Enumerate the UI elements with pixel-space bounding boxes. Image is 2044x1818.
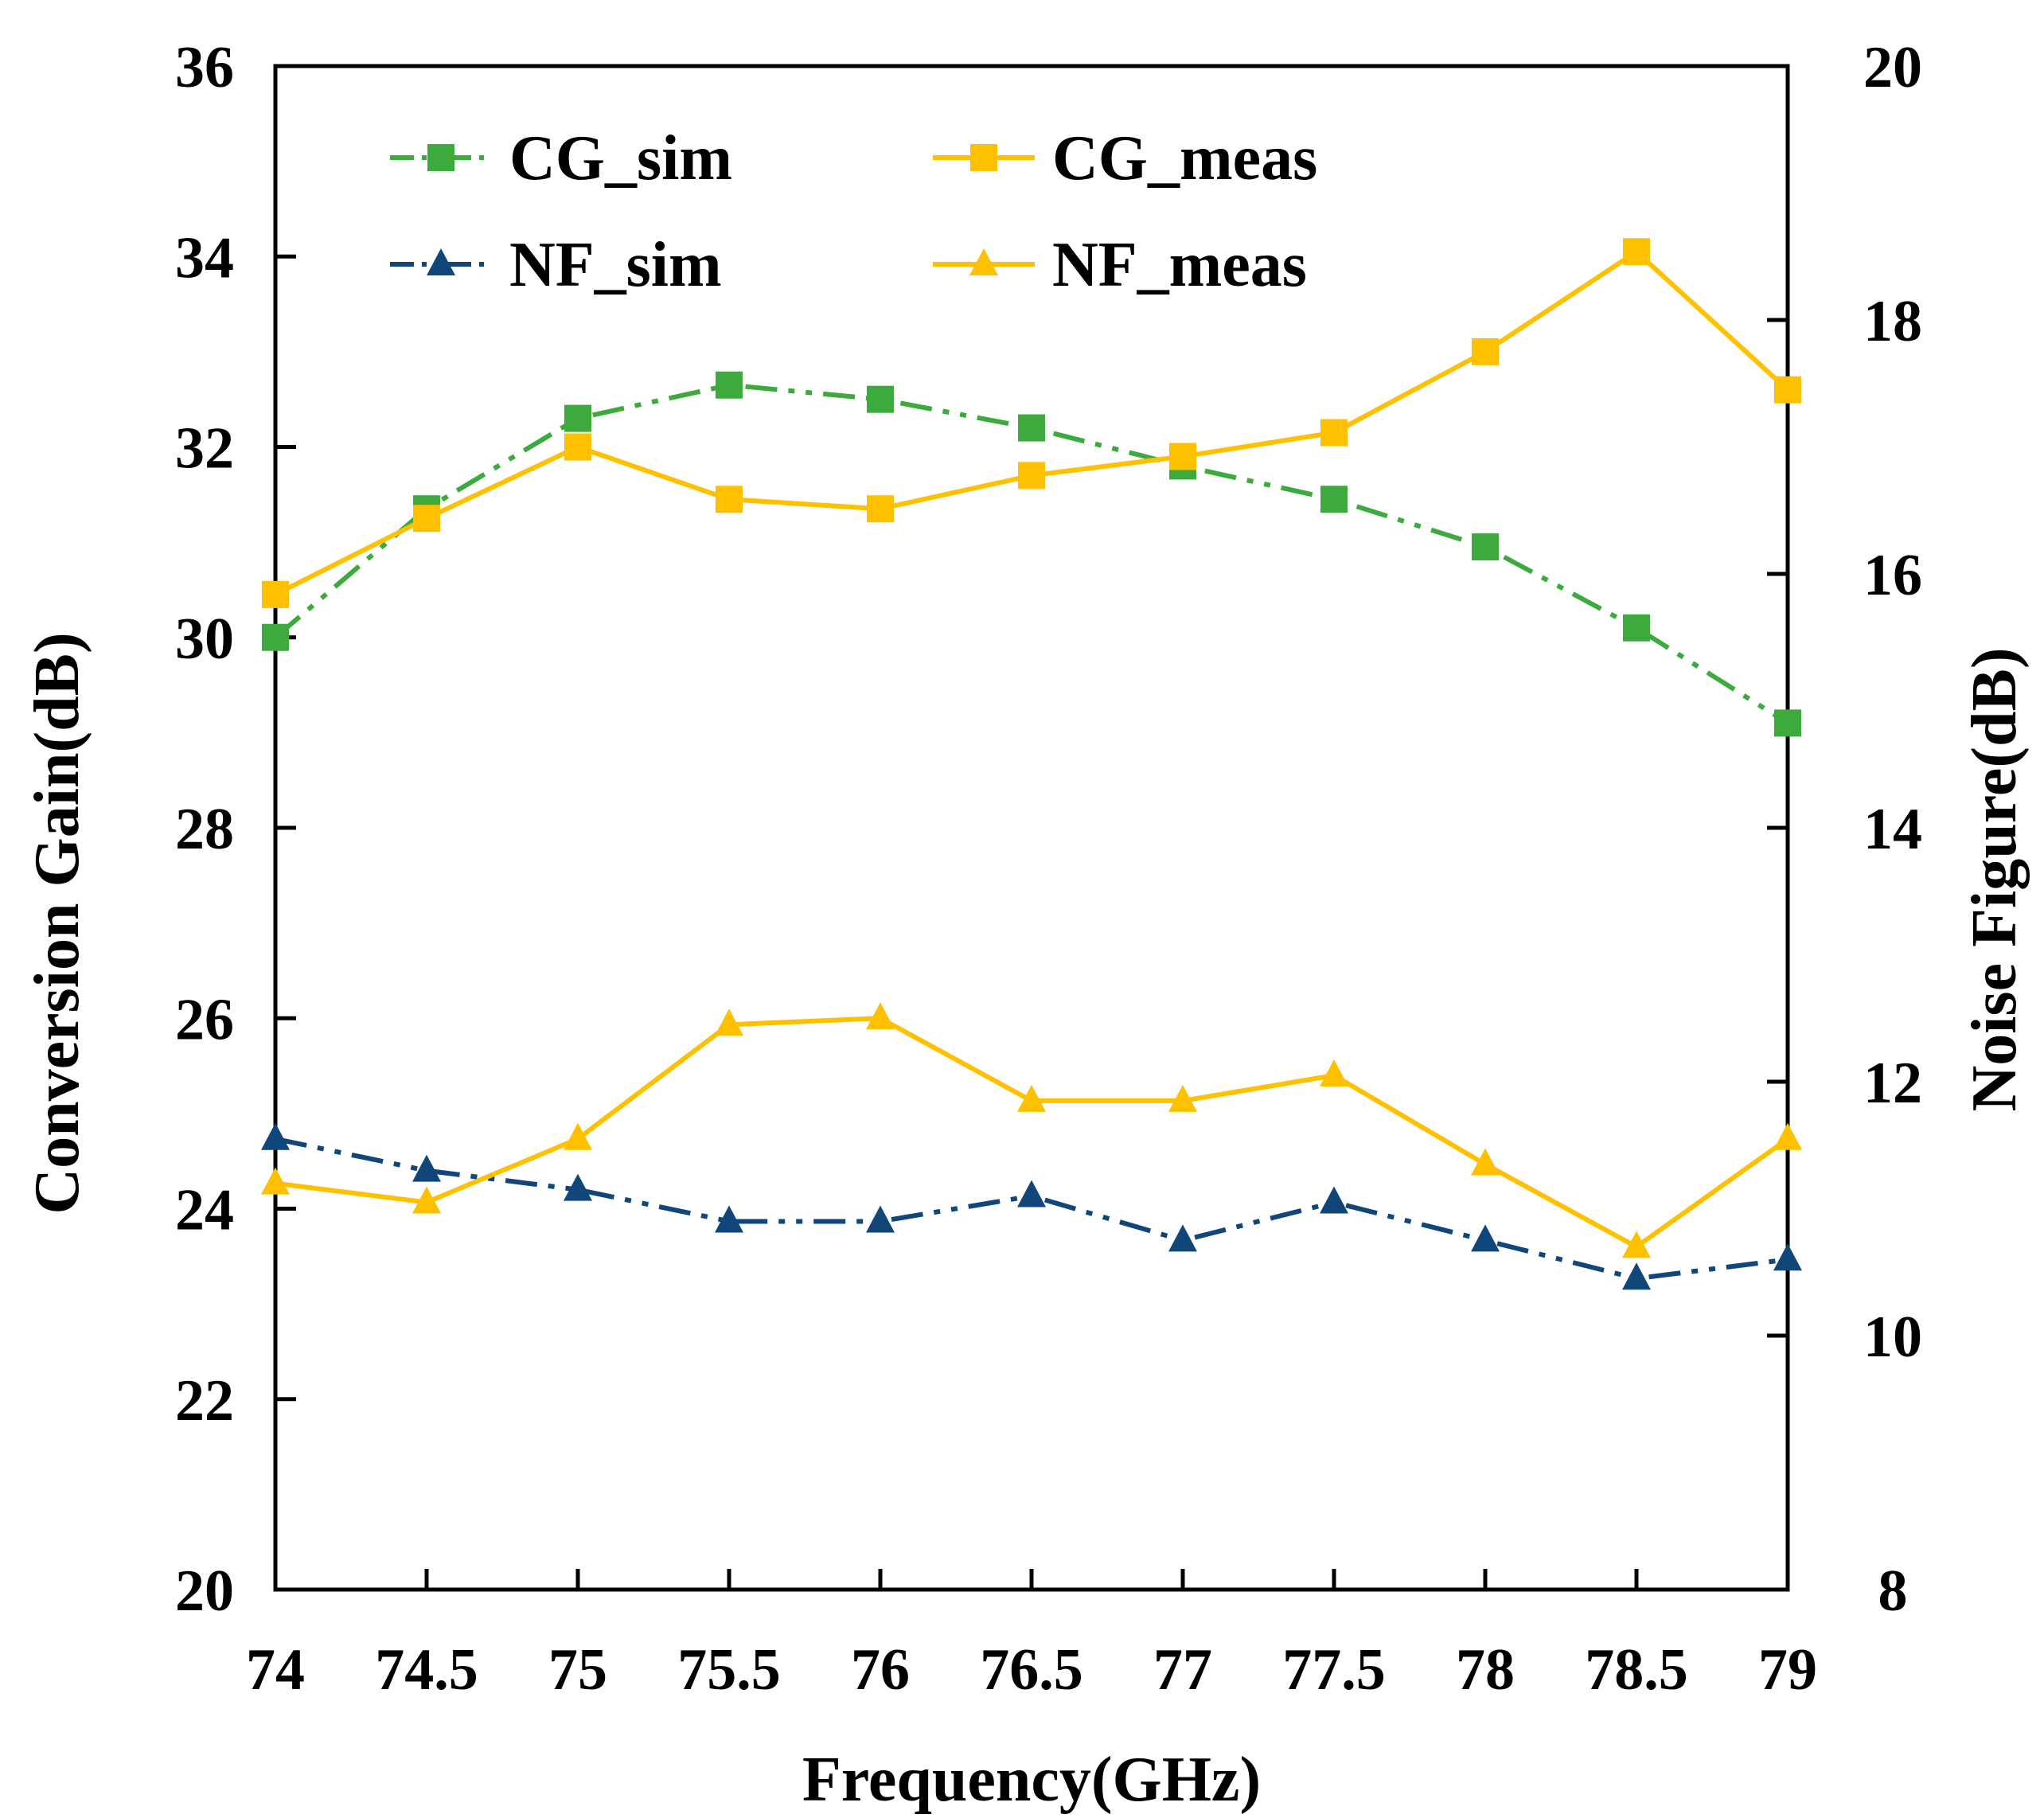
y2-axis-title: Noise Figure(dB) (1960, 648, 2030, 1112)
y-tick-label: 36 (175, 35, 234, 100)
data-point-cg-sim (564, 404, 591, 432)
x-axis-title: Frequency(GHz) (802, 1745, 1261, 1815)
data-point-nf-meas (1622, 1231, 1651, 1258)
legend-entry-nf-sim: NF_sim (390, 230, 722, 300)
data-point-nf-meas (261, 1167, 290, 1195)
x-tick-label: 78.5 (1585, 1637, 1688, 1703)
data-point-nf-sim (866, 1205, 895, 1233)
series-nf-meas (261, 1002, 1802, 1258)
x-tick-label: 76.5 (980, 1637, 1083, 1703)
y2-tick-label: 10 (1863, 1305, 1922, 1370)
data-point-nf-meas (866, 1002, 895, 1030)
legend-entry-cg-meas: CG_meas (933, 123, 1317, 193)
y2-tick-label: 14 (1863, 797, 1922, 862)
y-axis-right: 8 10 12 14 16 18 20 (1767, 35, 1922, 1624)
data-point-nf-sim (564, 1173, 592, 1201)
data-point-nf-meas (564, 1122, 592, 1150)
series-cg-meas (262, 238, 1801, 608)
y2-tick-label: 18 (1863, 289, 1922, 354)
legend-marker-nf-sim (427, 248, 455, 275)
legend-entry-cg-sim: CG_sim (390, 123, 732, 193)
y-axis-left: 20 22 24 26 28 30 32 34 36 (175, 35, 296, 1624)
data-point-nf-meas (1017, 1084, 1046, 1112)
data-point-cg-meas (1774, 376, 1801, 404)
legend-label-nf-sim: NF_sim (509, 230, 722, 300)
data-point-nf-meas (1320, 1059, 1348, 1087)
x-tick-label: 78 (1456, 1637, 1515, 1703)
data-point-nf-sim (1471, 1224, 1500, 1252)
data-point-nf-sim (261, 1122, 290, 1150)
plot-area (273, 64, 1790, 1592)
data-point-cg-sim (262, 623, 289, 651)
series-layer (261, 238, 1802, 1290)
x-tick-label: 76 (851, 1637, 910, 1703)
data-point-cg-sim (1472, 533, 1499, 561)
data-point-cg-meas (1018, 462, 1045, 490)
data-point-cg-meas (262, 580, 289, 608)
data-point-cg-sim (867, 385, 894, 413)
data-point-cg-meas (564, 433, 591, 461)
data-point-nf-sim (1773, 1243, 1802, 1271)
data-point-cg-meas (1623, 238, 1650, 266)
data-point-nf-meas (412, 1186, 441, 1214)
legend-marker-cg-meas (970, 144, 997, 171)
y-tick-label: 22 (175, 1368, 234, 1434)
x-tick-label: 75 (548, 1637, 607, 1703)
data-point-cg-sim (1774, 709, 1801, 737)
x-axis: 74 74.5 75 75.5 76 76.5 77 77.5 78 78.5 79 (246, 1569, 1817, 1703)
data-point-nf-meas (715, 1008, 743, 1036)
data-point-cg-sim (716, 371, 743, 399)
data-point-nf-sim (1168, 1224, 1197, 1252)
data-point-cg-sim (1018, 414, 1045, 442)
legend-label-cg-sim: CG_sim (509, 123, 732, 193)
data-point-cg-meas (716, 486, 743, 513)
data-point-nf-meas (1471, 1148, 1500, 1176)
x-tick-label: 74 (246, 1637, 305, 1703)
y-tick-label: 28 (175, 797, 234, 862)
data-point-cg-meas (413, 505, 440, 533)
data-point-nf-sim (1017, 1180, 1046, 1207)
y-axis-title: Conversion Gain(dB) (22, 632, 92, 1214)
legend: CG_sim CG_meas NF_sim NF_meas (390, 123, 1317, 300)
data-point-cg-meas (1320, 419, 1348, 447)
y2-tick-label: 20 (1863, 35, 1922, 100)
y-tick-label: 32 (175, 416, 234, 482)
legend-marker-nf-meas (969, 248, 998, 275)
data-point-cg-sim (1320, 486, 1348, 513)
y-tick-label: 26 (175, 987, 234, 1052)
y-tick-label: 24 (175, 1178, 234, 1243)
x-tick-label: 77 (1153, 1637, 1212, 1703)
x-tick-label: 74.5 (375, 1637, 478, 1703)
y-tick-label: 30 (175, 607, 234, 672)
data-point-cg-meas (867, 495, 894, 523)
data-point-nf-sim (1320, 1186, 1348, 1214)
data-point-cg-sim (1623, 614, 1650, 642)
data-point-nf-sim (412, 1154, 441, 1182)
data-point-nf-meas (1168, 1084, 1197, 1112)
legend-entry-nf-meas: NF_meas (933, 230, 1307, 300)
y-tick-label: 34 (175, 225, 234, 291)
y2-tick-label: 8 (1878, 1559, 1908, 1624)
x-tick-label: 79 (1758, 1637, 1817, 1703)
series-nf-sim (261, 1122, 1802, 1290)
legend-label-nf-meas: NF_meas (1052, 230, 1307, 300)
data-point-nf-sim (1622, 1262, 1651, 1290)
series-line-cg-sim (274, 382, 1789, 725)
x-tick-label: 77.5 (1282, 1637, 1386, 1703)
data-point-cg-meas (1472, 337, 1499, 365)
data-point-cg-meas (1169, 443, 1196, 470)
legend-label-cg-meas: CG_meas (1052, 123, 1317, 193)
y2-tick-label: 16 (1863, 543, 1922, 608)
legend-marker-cg-sim (427, 144, 454, 171)
y-tick-label: 20 (175, 1559, 234, 1624)
data-point-nf-sim (715, 1205, 743, 1233)
y2-tick-label: 12 (1863, 1051, 1922, 1116)
data-point-nf-meas (1773, 1122, 1802, 1150)
x-tick-label: 75.5 (677, 1637, 781, 1703)
